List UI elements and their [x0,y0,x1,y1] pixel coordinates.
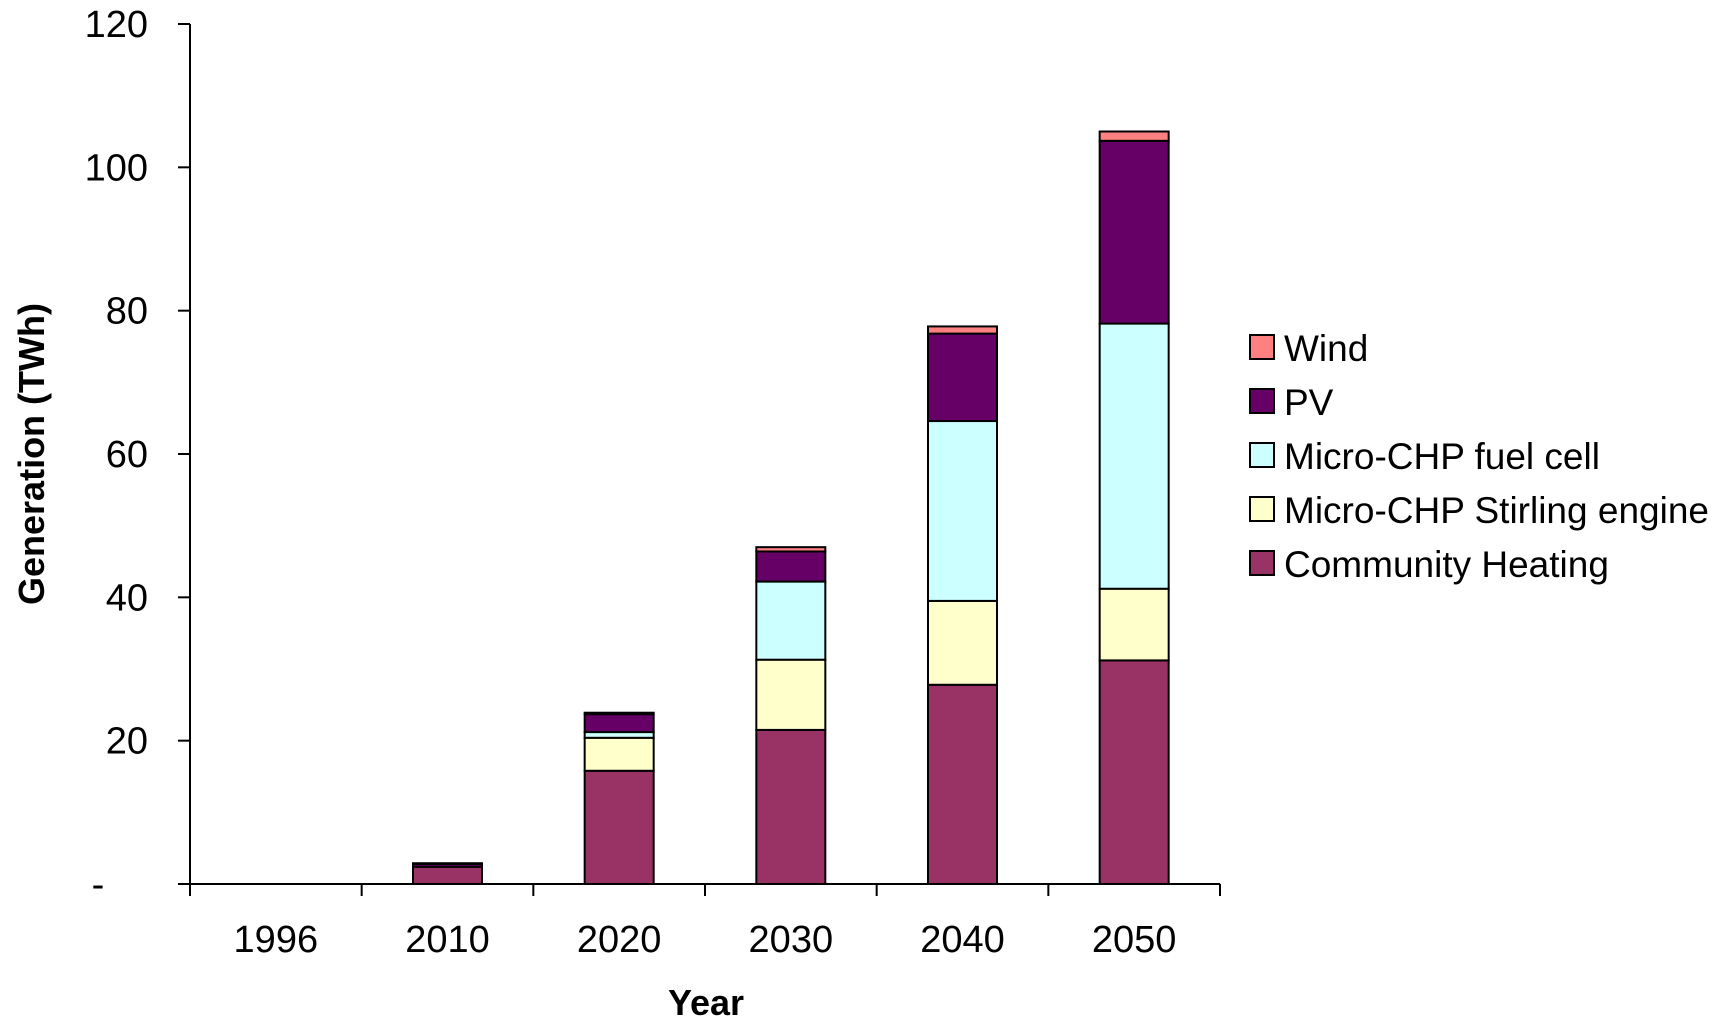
y-tick-label: 60 [106,434,148,476]
x-tick-label: 2020 [577,919,662,961]
legend-label: Micro-CHP fuel cell [1284,436,1600,477]
bar-segment-2020-pv [583,713,655,734]
bar-segment-2030-micro-chp-stirling-engine [755,658,827,731]
bars-layer [412,130,1170,886]
legend-label: Micro-CHP Stirling engine [1284,490,1709,531]
legend-item-micro-chp-fuel-cell: Micro-CHP fuel cell [1249,436,1600,477]
bar-segment-2030-pv [755,550,827,583]
y-axis-title: Generation (TWh) [11,303,52,605]
legend-item-community-heating: Community Heating [1249,544,1609,585]
axes-layer [178,23,1221,896]
bar-segment-2050-micro-chp-stirling-engine [1098,587,1170,662]
y-tick-label: 100 [85,147,148,189]
bar-segment-2020-community-heating [583,769,655,886]
bar-segment-2040-pv [927,332,998,423]
y-tick-label: 120 [85,4,148,46]
bar-segment-2040-micro-chp-stirling-engine [927,599,998,686]
x-tick-label: 1996 [234,919,319,961]
legend: Wind PV Micro-CHP fuel cell Micro-CHP Stirl… [1249,328,1709,585]
x-tick-label: 2040 [920,919,1005,961]
legend-item-micro-chp-stirling-engine: Micro-CHP Stirling engine [1249,490,1709,531]
bar-segment-2020-micro-chp-stirling-engine [583,736,655,772]
legend-swatch [1249,388,1275,414]
legend-swatch [1249,442,1275,468]
bar-segment-2010-wind [412,862,483,865]
x-tick-label: 2010 [405,919,490,961]
legend-label: PV [1284,382,1334,423]
bar-segment-2020-wind [583,711,655,716]
bar-segment-2030-community-heating [755,728,827,885]
bar-segment-2050-community-heating [1098,659,1170,886]
y-tick-label: - [92,864,105,906]
legend-label: Community Heating [1284,544,1609,585]
legend-swatch [1249,496,1275,522]
legend-item-wind: Wind [1249,328,1368,369]
bar-segment-2040-wind [927,325,998,335]
bar-segment-2050-micro-chp-fuel-cell [1098,322,1170,590]
bar-segment-2040-community-heating [927,683,998,886]
bar-segment-2050-wind [1098,130,1170,142]
x-tick-label: 2030 [749,919,834,961]
bar-segment-2040-micro-chp-fuel-cell [927,420,998,602]
legend-swatch [1249,334,1275,360]
x-tick-label: 2050 [1092,919,1177,961]
bar-segment-2030-micro-chp-fuel-cell [755,580,827,661]
y-tick-label: 80 [106,291,148,333]
x-axis-title: Year [668,982,744,1020]
legend-swatch [1249,550,1275,576]
bar-segment-2030-wind [755,546,827,553]
y-tick-label: 20 [106,721,148,763]
bar-segment-2050-pv [1098,139,1170,325]
legend-item-pv: PV [1249,382,1334,423]
y-tick-label: 40 [106,577,148,619]
bar-segment-2010-community-heating [412,865,483,885]
legend-label: Wind [1284,328,1368,369]
